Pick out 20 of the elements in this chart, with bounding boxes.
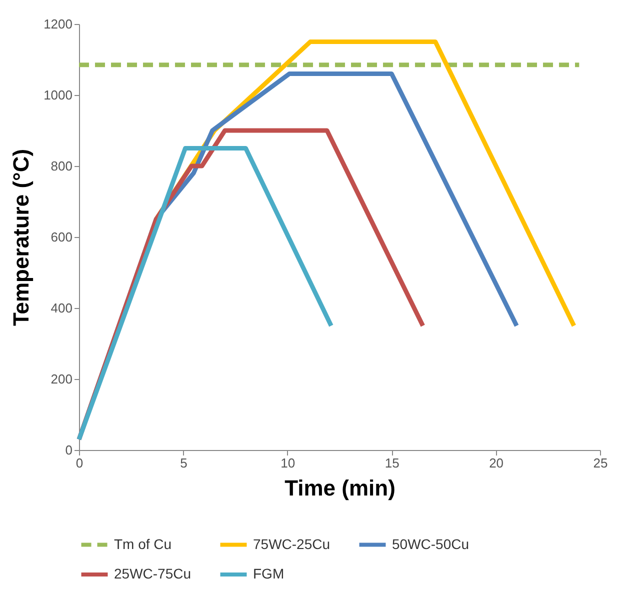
y-tick-label: 1000 xyxy=(44,88,72,102)
legend-label: 75WC-25Cu xyxy=(253,536,330,552)
x-tick-label: 25 xyxy=(593,456,608,470)
y-tick-label: 400 xyxy=(50,300,72,316)
legend-label: FGM xyxy=(253,566,284,582)
legend-label: 25WC-75Cu xyxy=(114,566,192,582)
x-axis-title: Time (min) xyxy=(284,476,396,500)
y-tick-label: 1200 xyxy=(44,16,72,32)
y-tick-label: 0 xyxy=(65,442,72,458)
y-tick-label: 200 xyxy=(50,372,72,386)
x-tick-label: 20 xyxy=(489,456,504,470)
x-tick-label: 15 xyxy=(384,456,400,470)
y-tick-label: 600 xyxy=(50,230,72,244)
x-tick-label: 0 xyxy=(76,456,84,470)
legend-label: 50WC-50Cu xyxy=(392,536,470,552)
x-tick-label: 10 xyxy=(280,456,296,470)
y-tick-label: 800 xyxy=(50,158,72,174)
x-tick-label: 5 xyxy=(180,456,188,470)
y-axis-title: Temperature (°C) xyxy=(8,148,34,326)
legend-label: Tm of Cu xyxy=(114,536,172,552)
